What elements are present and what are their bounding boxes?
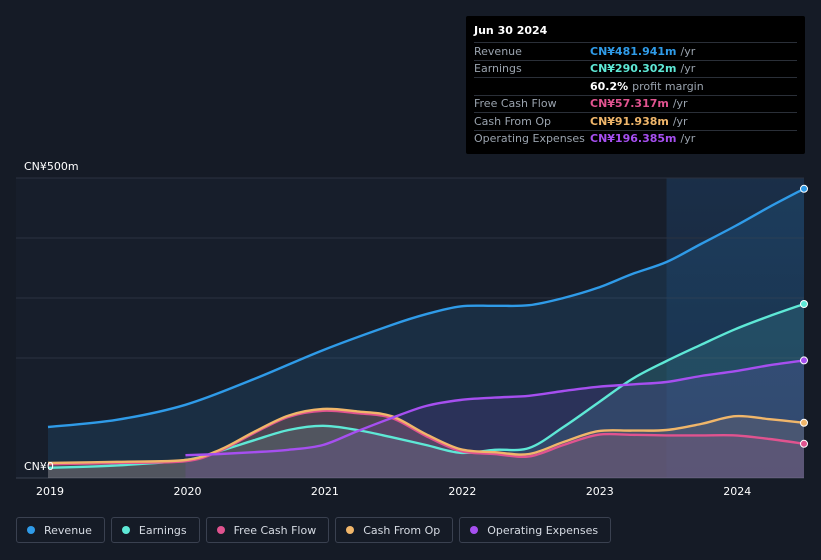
series-line-revenue [47, 187, 805, 429]
tooltip-row-label: Revenue [474, 44, 522, 58]
legend-dot-icon [346, 526, 355, 534]
series-area-revenue [48, 188, 804, 479]
legend-item-free-cash-flow[interactable]: Free Cash Flow [205, 517, 330, 543]
tooltip-row: Free Cash Flow CN¥57.317m/yr [474, 94, 797, 113]
tooltip-row-value: CN¥290.302m [590, 62, 677, 76]
series-end-point [800, 184, 808, 193]
legend-label: Operating Expenses [487, 523, 599, 537]
tooltip-row-value: CN¥481.941m [590, 44, 677, 58]
legend-item-operating-expenses[interactable]: Operating Expenses [459, 517, 612, 543]
legend-label: Free Cash Flow [233, 523, 317, 537]
tooltip-row-value: 60.2% [590, 79, 629, 93]
tooltip-row-label: Earnings [474, 62, 522, 76]
tooltip-row-unit: /yr [680, 44, 696, 58]
legend-dot-icon [121, 526, 130, 534]
tooltip-row-label: Operating Expenses [474, 132, 585, 146]
tooltip-row-label: Free Cash Flow [474, 97, 557, 111]
x-tick-label: 2021 [310, 485, 339, 498]
x-tick-label: 2024 [723, 485, 752, 498]
tooltip-row-unit: /yr [680, 62, 696, 76]
legend-dot-icon [470, 526, 479, 534]
series-end-point [800, 356, 808, 365]
tooltip-row: Revenue CN¥481.941m/yr [474, 42, 797, 60]
tooltip-date: Jun 30 2024 [474, 24, 548, 37]
y-axis-zero-label: CN¥0 [24, 460, 54, 473]
x-tick-label: 2019 [36, 485, 64, 498]
legend-item-cash-from-op[interactable]: Cash From Op [335, 517, 454, 543]
tooltip-row: Operating Expenses CN¥196.385m/yr [474, 129, 797, 148]
y-axis-top-label: CN¥500m [24, 160, 79, 173]
tooltip-row: Earnings CN¥290.302m/yr [474, 59, 797, 78]
legend-label: Cash From Op [363, 523, 441, 537]
tooltip-row-label: Cash From Op [474, 114, 552, 128]
tooltip-row: Cash From Op CN¥91.938m/yr [474, 112, 797, 130]
tooltip-row-unit: /yr [680, 132, 696, 146]
tooltip-row-value: CN¥196.385m [590, 132, 677, 146]
series-line-operating-expenses [185, 359, 805, 457]
x-tick-label: 2020 [173, 485, 202, 498]
data-tooltip: Jun 30 2024 Revenue CN¥481.941m/yr Earning… [466, 16, 805, 154]
tooltip-row-value: CN¥57.317m [590, 97, 669, 111]
series-area-cash-from-op [48, 408, 804, 478]
legend-label: Earnings [138, 523, 187, 537]
tooltip-row-value: CN¥91.938m [590, 114, 669, 128]
legend-label: Revenue [44, 523, 92, 537]
legend-item-earnings[interactable]: Earnings [110, 517, 200, 543]
series-end-point [800, 300, 808, 308]
chart-legend: Revenue Earnings Free Cash Flow Cash From O… [16, 517, 612, 543]
x-tick-label: 2022 [448, 485, 477, 498]
legend-dot-icon [216, 526, 225, 534]
series-end-point [800, 418, 808, 427]
x-tick-label: 2023 [585, 485, 614, 498]
legend-item-revenue[interactable]: Revenue [16, 517, 105, 543]
tooltip-row-unit: profit margin [632, 79, 704, 93]
tooltip-row-unit: /yr [672, 97, 688, 111]
tooltip-row-unit: /yr [672, 114, 688, 128]
series-line-cash-from-op [47, 407, 805, 465]
tooltip-row: 60.2% profit margin [474, 77, 797, 95]
series-area-operating-expenses [185, 360, 805, 478]
legend-dot-icon [27, 526, 35, 534]
series-end-point [800, 439, 808, 448]
